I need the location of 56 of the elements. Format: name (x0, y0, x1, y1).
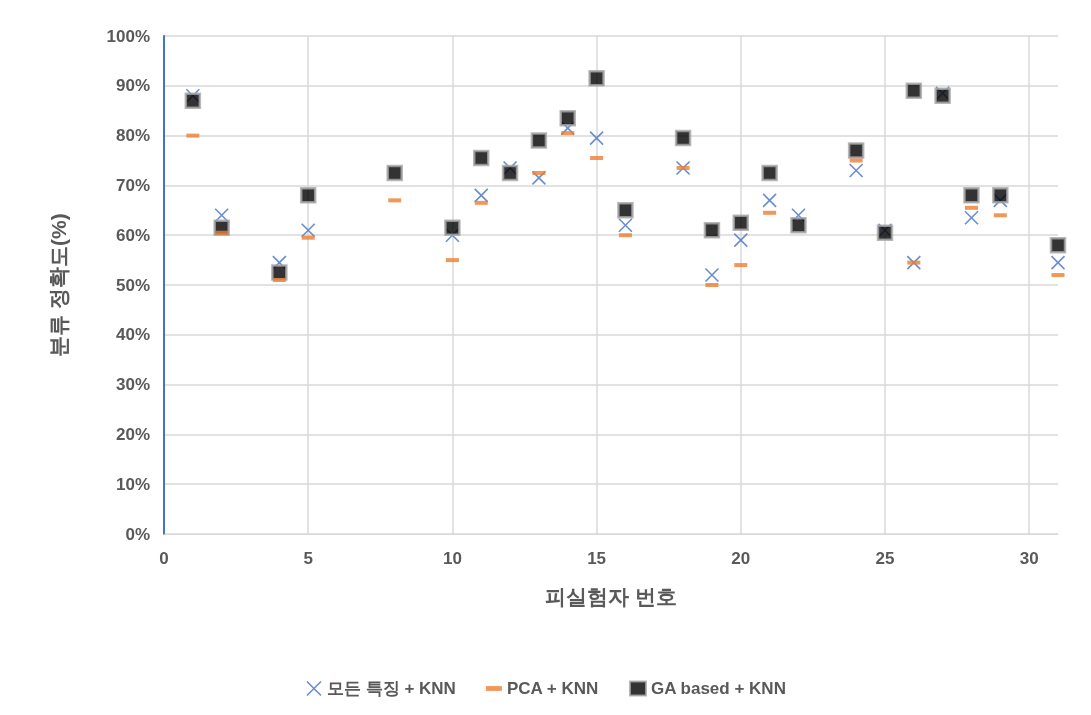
point (704, 267, 720, 283)
point (300, 222, 316, 238)
point (472, 149, 490, 167)
y-tick-label: 40% (115, 325, 150, 345)
point (790, 216, 807, 234)
x-tick-label: 5 (303, 549, 313, 568)
point (1050, 255, 1066, 270)
point (1049, 236, 1067, 254)
point (675, 160, 691, 176)
point (618, 217, 633, 233)
y-tick-label: 70% (115, 175, 150, 195)
x-tick-label: 30 (1019, 549, 1039, 568)
point (906, 255, 922, 270)
x-tick-label: 15 (587, 549, 607, 568)
x-tick-label: 20 (731, 549, 751, 568)
y-tick-label: 0% (125, 524, 150, 544)
point (501, 164, 519, 182)
point (530, 132, 548, 149)
point (762, 193, 777, 208)
point (905, 82, 923, 100)
point (761, 164, 778, 182)
point (847, 142, 865, 159)
y-tick-label: 30% (115, 375, 150, 395)
legend-label: PCA + KNN (506, 679, 599, 698)
y-tick-label: 60% (115, 225, 150, 245)
point (184, 92, 202, 109)
y-tick-label: 50% (115, 275, 150, 295)
point (963, 187, 980, 204)
x-tick-label: 10 (442, 549, 462, 568)
y-axis-title: 분류 정확도(%) (47, 213, 70, 357)
y-tick-label: 90% (115, 76, 150, 96)
point (674, 129, 692, 147)
point (444, 219, 461, 236)
point (559, 109, 576, 127)
point (733, 232, 749, 248)
point (732, 214, 750, 231)
x-tick-label: 0 (159, 549, 169, 568)
point (934, 87, 951, 105)
y-tick-label: 80% (115, 126, 150, 146)
point (589, 130, 604, 146)
legend-label: 모든 특징 + KNN (326, 679, 456, 698)
point (588, 70, 605, 87)
y-tick-label: 20% (115, 424, 150, 444)
legend-label: GA based + KNN (650, 679, 786, 698)
point (703, 221, 721, 239)
point (992, 187, 1009, 204)
y-tick-label: 10% (115, 474, 150, 494)
point (617, 202, 634, 219)
x-tick-label: 25 (875, 549, 895, 568)
point (473, 188, 489, 203)
point (386, 164, 403, 182)
point (964, 210, 979, 226)
point (848, 163, 864, 178)
point (299, 187, 317, 204)
y-tick-label: 100% (106, 26, 150, 46)
x-axis-title: 피실험자 번호 (545, 585, 677, 608)
